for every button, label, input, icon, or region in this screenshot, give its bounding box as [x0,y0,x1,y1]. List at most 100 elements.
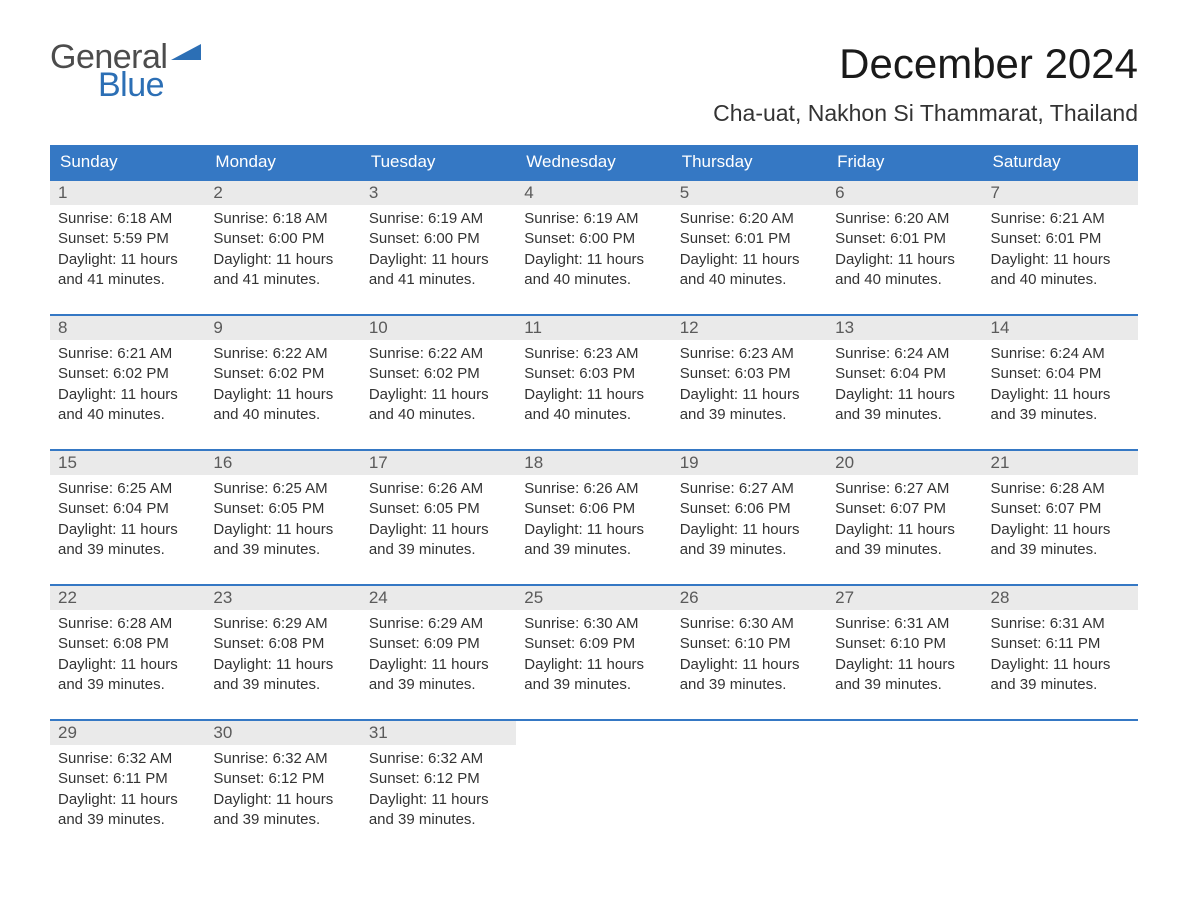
day-number: 5 [672,181,827,205]
day-detail-line: Sunset: 6:06 PM [680,499,819,519]
calendar: Sunday Monday Tuesday Wednesday Thursday… [50,145,1138,836]
day-cell: 9Sunrise: 6:22 AMSunset: 6:02 PMDaylight… [205,316,360,431]
day-details: Sunrise: 6:20 AMSunset: 6:01 PMDaylight:… [672,205,827,296]
day-detail-line: Daylight: 11 hours [835,385,974,405]
day-number: 15 [50,451,205,475]
day-detail-line: Daylight: 11 hours [680,250,819,270]
day-detail-line: Sunrise: 6:28 AM [58,614,197,634]
day-cell: 7Sunrise: 6:21 AMSunset: 6:01 PMDaylight… [983,181,1138,296]
empty-day [516,721,671,745]
empty-day [983,721,1138,745]
day-detail-line: Daylight: 11 hours [369,250,508,270]
day-details: Sunrise: 6:18 AMSunset: 6:00 PMDaylight:… [205,205,360,296]
day-details: Sunrise: 6:29 AMSunset: 6:09 PMDaylight:… [361,610,516,701]
day-detail-line: Daylight: 11 hours [524,250,663,270]
day-details: Sunrise: 6:28 AMSunset: 6:07 PMDaylight:… [983,475,1138,566]
week-row: 15Sunrise: 6:25 AMSunset: 6:04 PMDayligh… [50,449,1138,566]
day-number: 9 [205,316,360,340]
day-detail-line: and 39 minutes. [680,405,819,425]
day-detail-line: Sunset: 6:09 PM [369,634,508,654]
day-detail-line: and 39 minutes. [58,675,197,695]
day-detail-line: Sunrise: 6:28 AM [991,479,1130,499]
day-detail-line: Daylight: 11 hours [213,385,352,405]
day-detail-line: Sunset: 6:12 PM [369,769,508,789]
flag-icon [171,44,201,68]
day-detail-line: Daylight: 11 hours [213,250,352,270]
weekday-header: Tuesday [361,145,516,179]
day-detail-line: Sunset: 6:08 PM [58,634,197,654]
day-cell: 14Sunrise: 6:24 AMSunset: 6:04 PMDayligh… [983,316,1138,431]
day-cell: 17Sunrise: 6:26 AMSunset: 6:05 PMDayligh… [361,451,516,566]
day-detail-line: Sunset: 6:10 PM [680,634,819,654]
day-details: Sunrise: 6:27 AMSunset: 6:07 PMDaylight:… [827,475,982,566]
day-cell: 22Sunrise: 6:28 AMSunset: 6:08 PMDayligh… [50,586,205,701]
day-detail-line: Daylight: 11 hours [213,790,352,810]
day-cell: 15Sunrise: 6:25 AMSunset: 6:04 PMDayligh… [50,451,205,566]
day-detail-line: Sunrise: 6:24 AM [835,344,974,364]
day-cell: 2Sunrise: 6:18 AMSunset: 6:00 PMDaylight… [205,181,360,296]
day-cell: 3Sunrise: 6:19 AMSunset: 6:00 PMDaylight… [361,181,516,296]
day-number: 24 [361,586,516,610]
day-detail-line: Sunrise: 6:18 AM [213,209,352,229]
day-detail-line: Sunrise: 6:22 AM [369,344,508,364]
day-number: 17 [361,451,516,475]
day-detail-line: and 39 minutes. [369,540,508,560]
month-title: December 2024 [713,40,1138,88]
day-detail-line: Sunset: 6:03 PM [680,364,819,384]
day-detail-line: Sunset: 6:11 PM [991,634,1130,654]
day-detail-line: and 39 minutes. [680,675,819,695]
week-row: 8Sunrise: 6:21 AMSunset: 6:02 PMDaylight… [50,314,1138,431]
brand-logo: General Blue [50,40,201,102]
day-details: Sunrise: 6:25 AMSunset: 6:04 PMDaylight:… [50,475,205,566]
day-detail-line: Sunset: 6:00 PM [213,229,352,249]
day-detail-line: and 40 minutes. [680,270,819,290]
day-detail-line: Sunset: 6:02 PM [369,364,508,384]
day-details: Sunrise: 6:19 AMSunset: 6:00 PMDaylight:… [361,205,516,296]
day-details: Sunrise: 6:27 AMSunset: 6:06 PMDaylight:… [672,475,827,566]
day-detail-line: Sunrise: 6:21 AM [58,344,197,364]
day-detail-line: Sunrise: 6:30 AM [680,614,819,634]
day-cell: 25Sunrise: 6:30 AMSunset: 6:09 PMDayligh… [516,586,671,701]
day-cell: 31Sunrise: 6:32 AMSunset: 6:12 PMDayligh… [361,721,516,836]
day-detail-line: Sunrise: 6:25 AM [213,479,352,499]
day-cell: 29Sunrise: 6:32 AMSunset: 6:11 PMDayligh… [50,721,205,836]
day-detail-line: Sunset: 6:03 PM [524,364,663,384]
day-number: 20 [827,451,982,475]
day-number: 13 [827,316,982,340]
day-cell: 21Sunrise: 6:28 AMSunset: 6:07 PMDayligh… [983,451,1138,566]
day-detail-line: Sunrise: 6:29 AM [213,614,352,634]
day-detail-line: and 39 minutes. [991,540,1130,560]
day-cell: 18Sunrise: 6:26 AMSunset: 6:06 PMDayligh… [516,451,671,566]
day-cell: 5Sunrise: 6:20 AMSunset: 6:01 PMDaylight… [672,181,827,296]
day-detail-line: Sunset: 6:04 PM [835,364,974,384]
day-detail-line: Daylight: 11 hours [991,655,1130,675]
weekday-header: Thursday [672,145,827,179]
day-detail-line: and 39 minutes. [213,675,352,695]
location-text: Cha-uat, Nakhon Si Thammarat, Thailand [713,100,1138,127]
day-detail-line: and 40 minutes. [524,270,663,290]
day-detail-line: Sunset: 6:04 PM [58,499,197,519]
day-number: 27 [827,586,982,610]
day-number: 26 [672,586,827,610]
week-row: 1Sunrise: 6:18 AMSunset: 5:59 PMDaylight… [50,179,1138,296]
day-number: 25 [516,586,671,610]
day-detail-line: and 39 minutes. [369,675,508,695]
day-detail-line: Sunset: 6:01 PM [835,229,974,249]
day-cell [516,721,671,836]
header: General Blue December 2024 Cha-uat, Nakh… [50,40,1138,127]
day-details: Sunrise: 6:25 AMSunset: 6:05 PMDaylight:… [205,475,360,566]
day-number: 28 [983,586,1138,610]
day-detail-line: Daylight: 11 hours [213,520,352,540]
day-details: Sunrise: 6:31 AMSunset: 6:10 PMDaylight:… [827,610,982,701]
day-detail-line: Daylight: 11 hours [680,655,819,675]
week-row: 22Sunrise: 6:28 AMSunset: 6:08 PMDayligh… [50,584,1138,701]
day-detail-line: and 39 minutes. [524,540,663,560]
day-details: Sunrise: 6:28 AMSunset: 6:08 PMDaylight:… [50,610,205,701]
day-detail-line: Daylight: 11 hours [524,655,663,675]
day-detail-line: and 39 minutes. [524,675,663,695]
day-details: Sunrise: 6:21 AMSunset: 6:01 PMDaylight:… [983,205,1138,296]
day-detail-line: Daylight: 11 hours [524,385,663,405]
day-detail-line: and 39 minutes. [835,540,974,560]
day-detail-line: Daylight: 11 hours [835,250,974,270]
day-cell: 28Sunrise: 6:31 AMSunset: 6:11 PMDayligh… [983,586,1138,701]
